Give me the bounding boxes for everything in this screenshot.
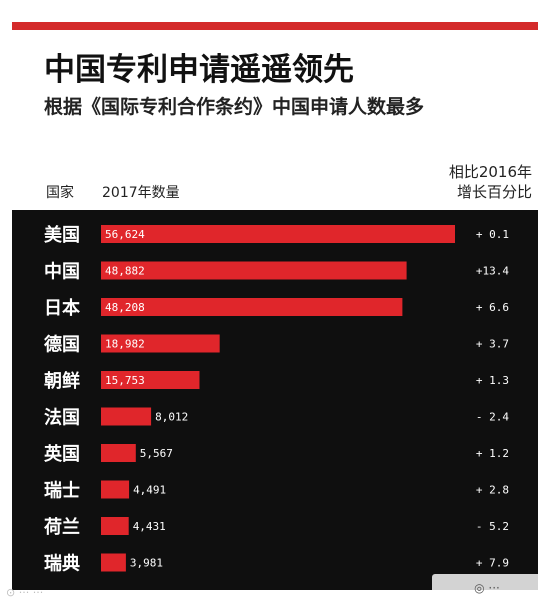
change-label: + 1.2 bbox=[476, 447, 509, 460]
change-label: - 5.2 bbox=[476, 520, 509, 533]
change-label: + 7.9 bbox=[476, 557, 509, 570]
change-label: + 2.8 bbox=[476, 484, 509, 497]
bar bbox=[101, 371, 200, 389]
value-label: 5,567 bbox=[140, 447, 173, 460]
category-label: 法国 bbox=[44, 407, 80, 429]
column-header-change-line2: 增长百分比 bbox=[456, 183, 532, 201]
value-label: 4,431 bbox=[133, 520, 166, 533]
category-label: 美国 bbox=[44, 224, 80, 246]
value-label: 56,624 bbox=[105, 228, 145, 241]
column-header-count: 2017年数量 bbox=[102, 185, 180, 201]
value-label: 8,012 bbox=[155, 411, 188, 424]
column-header-change: 相比2016年 增长百分比 bbox=[449, 162, 532, 202]
bar bbox=[101, 225, 455, 243]
change-label: - 2.4 bbox=[476, 411, 509, 424]
category-label: 瑞士 bbox=[44, 481, 80, 502]
title-accent-bar bbox=[12, 22, 538, 30]
category-label: 瑞典 bbox=[44, 553, 80, 575]
category-label: 朝鲜 bbox=[44, 370, 80, 392]
bar bbox=[101, 553, 126, 572]
value-label: 3,981 bbox=[130, 557, 163, 570]
chart-title: 中国专利申请遥遥领先 bbox=[44, 52, 354, 88]
value-label: 4,491 bbox=[133, 484, 166, 497]
category-label: 德国 bbox=[44, 334, 80, 356]
category-label: 荷兰 bbox=[44, 516, 80, 538]
watermark-logo: ◎ ··· bbox=[432, 574, 542, 602]
change-label: + 3.7 bbox=[476, 338, 509, 351]
bar bbox=[101, 517, 129, 535]
watermark-left: ⊙ ··· ··· bbox=[6, 586, 44, 599]
change-label: + 0.1 bbox=[476, 228, 509, 241]
bar bbox=[101, 298, 403, 316]
change-label: + 1.3 bbox=[476, 374, 509, 387]
change-label: +13.4 bbox=[476, 265, 509, 278]
bar bbox=[101, 334, 220, 353]
value-label: 48,208 bbox=[105, 301, 145, 314]
chart-subtitle: 根据《国际专利合作条约》中国申请人数最多 bbox=[44, 96, 425, 118]
value-label: 48,882 bbox=[105, 265, 145, 278]
column-header-change-line1: 相比2016年 bbox=[448, 163, 532, 181]
bar bbox=[101, 444, 136, 462]
bar bbox=[101, 407, 152, 426]
category-label: 英国 bbox=[43, 443, 80, 465]
category-label: 中国 bbox=[44, 261, 80, 283]
bar-chart: 美国 56,624 + 0.1 中国 48,882 +13.4 日本 48,208 + 6.6 德… bbox=[43, 224, 509, 575]
change-label: + 6.6 bbox=[476, 301, 509, 314]
bar bbox=[101, 480, 130, 499]
category-label: 日本 bbox=[44, 297, 80, 319]
bar bbox=[101, 261, 407, 280]
value-label: 15,753 bbox=[105, 374, 145, 387]
value-label: 18,982 bbox=[105, 338, 145, 351]
column-header-country: 国家 bbox=[46, 185, 74, 201]
chart-panel: 美国 56,624 + 0.1 中国 48,882 +13.4 日本 48,208 + 6.6 德… bbox=[12, 210, 538, 590]
